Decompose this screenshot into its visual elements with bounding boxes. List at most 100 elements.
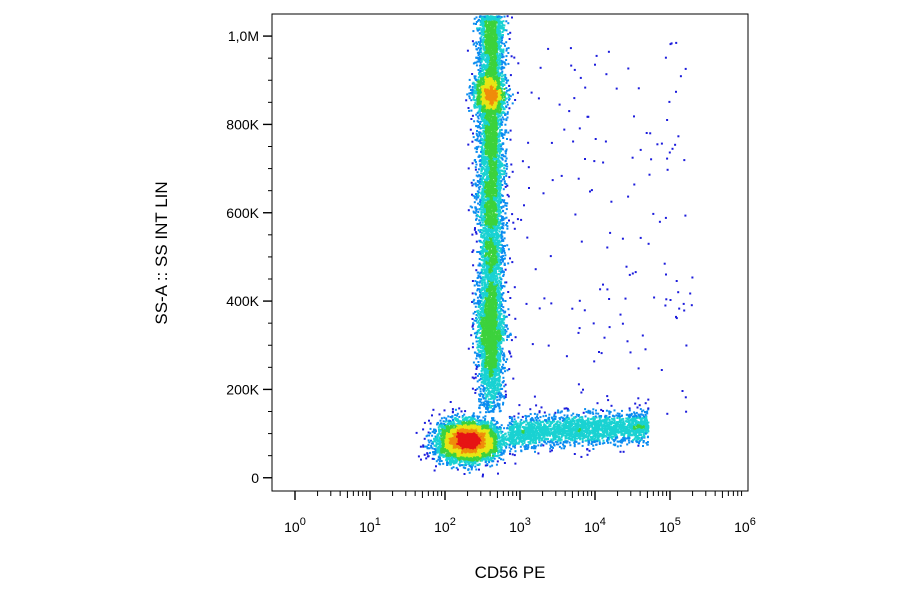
data-point: [445, 417, 448, 420]
data-point: [432, 408, 435, 411]
data-point: [443, 447, 446, 450]
data-point: [496, 443, 499, 445]
data-point: [438, 436, 441, 439]
data-point: [494, 442, 497, 445]
data-point: [490, 420, 493, 423]
data-point: [483, 455, 485, 458]
data-point: [495, 455, 498, 457]
data-point: [493, 451, 496, 453]
data-point: [498, 457, 501, 459]
data-point: [472, 462, 475, 465]
data-point: [440, 451, 443, 454]
data-point: [443, 450, 446, 453]
data-point: [490, 458, 493, 461]
data-point: [446, 450, 449, 453]
data-point: [435, 465, 437, 468]
data-point: [484, 458, 487, 461]
data-point: [494, 441, 497, 444]
data-point: [502, 451, 505, 454]
data-point: [432, 430, 435, 433]
data-point: [487, 459, 490, 462]
data-point: [483, 419, 486, 422]
data-point: [445, 426, 448, 429]
data-point: [500, 451, 503, 454]
data-point: [478, 453, 481, 456]
data-point: [491, 443, 494, 446]
data-point: [479, 454, 482, 457]
data-point: [459, 456, 462, 459]
data-point: [440, 447, 443, 450]
data-point: [435, 438, 438, 441]
data-point: [486, 449, 489, 452]
data-point: [436, 447, 439, 450]
data-point: [467, 463, 470, 466]
data-point: [452, 420, 455, 423]
data-point: [437, 456, 440, 459]
data-point: [481, 475, 484, 478]
data-point: [465, 421, 468, 424]
data-point: [448, 426, 451, 429]
data-point: [426, 447, 429, 450]
data-point: [465, 418, 468, 421]
data-point: [479, 423, 482, 425]
data-point: [468, 459, 471, 462]
data-point: [480, 451, 482, 454]
data-point: [484, 464, 487, 467]
data-point: [498, 437, 501, 440]
data-point: [447, 461, 450, 464]
data-point: [458, 459, 461, 461]
data-point: [478, 463, 481, 466]
data-point: [436, 434, 439, 437]
data-point: [501, 430, 504, 433]
data-point: [473, 418, 476, 421]
data-point: [480, 419, 483, 422]
data-point: [461, 416, 464, 419]
data-point: [467, 453, 470, 456]
data-point: [454, 417, 457, 419]
data-point: [450, 457, 453, 460]
data-point: [464, 464, 467, 467]
data-point: [451, 459, 454, 462]
data-point: [485, 439, 488, 442]
data-point: [455, 461, 458, 464]
data-point: [454, 441, 457, 444]
data-point: [477, 458, 480, 461]
data-point: [436, 451, 439, 454]
data-point: [474, 465, 477, 468]
data-point: [491, 464, 494, 467]
data-point: [436, 422, 439, 424]
data-point: [464, 467, 467, 470]
data-point: [435, 442, 438, 445]
data-point: [497, 428, 500, 430]
data-point: [461, 425, 464, 428]
data-point: [495, 440, 498, 443]
data-point: [484, 455, 487, 458]
data-point: [464, 410, 467, 413]
data-point: [452, 429, 455, 431]
data-point: [506, 427, 509, 430]
data-point: [474, 452, 477, 455]
data-point: [436, 440, 439, 442]
data-point: [499, 443, 502, 446]
data-point: [459, 464, 462, 467]
data-point: [500, 432, 503, 435]
data-point: [456, 414, 458, 417]
data-point: [466, 448, 469, 451]
data-point: [498, 426, 501, 428]
data-point: [444, 442, 447, 445]
data-point: [491, 454, 494, 457]
data-point: [477, 421, 480, 423]
data-point: [450, 447, 453, 449]
data-point: [506, 443, 509, 446]
data-point: [454, 428, 457, 431]
data-point: [462, 420, 465, 423]
data-point: [433, 432, 436, 434]
data-point: [434, 453, 437, 456]
data-point: [422, 428, 425, 431]
data-point: [483, 454, 486, 456]
data-point: [478, 419, 481, 422]
data-point: [464, 424, 467, 427]
data-point: [482, 421, 485, 424]
data-point: [484, 422, 487, 425]
